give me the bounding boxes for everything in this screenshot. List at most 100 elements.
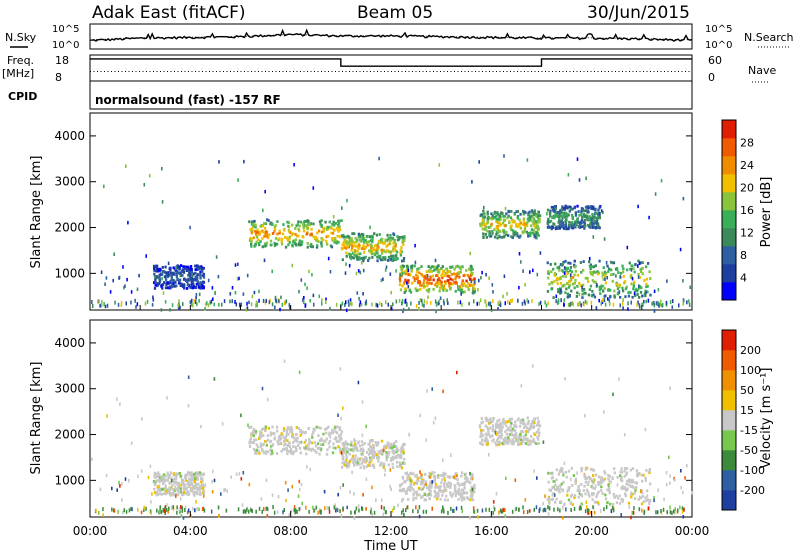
velocity-cell bbox=[406, 505, 409, 510]
power-cell bbox=[531, 214, 534, 218]
power-cell bbox=[145, 254, 147, 258]
velocity-cell bbox=[515, 439, 518, 443]
power-cell bbox=[604, 302, 607, 307]
power-cell bbox=[234, 299, 236, 304]
power-cell bbox=[441, 276, 444, 280]
velocity-cell bbox=[453, 488, 457, 491]
power-cell bbox=[315, 245, 319, 249]
power-cell bbox=[578, 178, 581, 182]
power-cell bbox=[426, 300, 428, 305]
velocity-cell bbox=[316, 447, 320, 450]
power-cell bbox=[469, 251, 471, 256]
velocity-cell bbox=[259, 445, 262, 448]
power-cell bbox=[493, 216, 496, 220]
power-cell bbox=[214, 290, 216, 295]
velocity-cell bbox=[298, 487, 301, 492]
velocity-cell bbox=[391, 455, 395, 459]
velocity-cell bbox=[254, 431, 257, 435]
velocity-cell bbox=[478, 424, 482, 427]
power-cell bbox=[498, 214, 501, 218]
velocity-cell bbox=[554, 500, 557, 504]
velocity-cell bbox=[464, 477, 467, 480]
power-cell bbox=[576, 157, 579, 161]
velocity-cell bbox=[429, 475, 432, 479]
velocity-cell bbox=[426, 389, 428, 393]
power-cell bbox=[606, 264, 609, 268]
velocity-cell bbox=[176, 472, 179, 476]
velocity-cell bbox=[403, 462, 406, 465]
velocity-cell bbox=[189, 487, 193, 491]
velocity-cell bbox=[641, 508, 643, 513]
velocity-cell bbox=[321, 438, 324, 442]
power-cell bbox=[562, 206, 565, 210]
power-cell bbox=[345, 235, 348, 239]
velocity-cell bbox=[558, 470, 561, 474]
colorbar-tick-label: -100 bbox=[740, 464, 765, 477]
velocity-cell bbox=[691, 491, 694, 495]
velocity-cell bbox=[243, 509, 245, 514]
power-cell bbox=[331, 231, 335, 235]
power-cell bbox=[482, 209, 485, 213]
velocity-cell bbox=[412, 493, 415, 497]
velocity-cell bbox=[164, 484, 167, 488]
power-cell bbox=[271, 269, 273, 274]
velocity-cell bbox=[424, 480, 428, 484]
power-cell bbox=[551, 281, 554, 285]
power-cell bbox=[586, 300, 588, 305]
power-cell bbox=[403, 291, 406, 294]
power-cell bbox=[490, 222, 493, 226]
power-cell bbox=[602, 210, 604, 215]
velocity-cell bbox=[346, 465, 349, 469]
velocity-cell bbox=[407, 486, 410, 489]
velocity-cell bbox=[265, 443, 268, 447]
velocity-cell bbox=[172, 488, 175, 492]
colorbar-swatch bbox=[722, 410, 736, 431]
power-cell bbox=[380, 258, 383, 262]
power-cell bbox=[223, 299, 226, 304]
power-cell bbox=[611, 279, 614, 283]
velocity-cell bbox=[526, 510, 529, 514]
velocity-cell bbox=[660, 509, 662, 513]
power-cell bbox=[592, 235, 595, 239]
velocity-cell bbox=[601, 492, 604, 495]
velocity-cell bbox=[186, 490, 189, 493]
velocity-cell bbox=[290, 509, 293, 513]
power-cell bbox=[389, 272, 392, 276]
velocity-cell bbox=[641, 491, 644, 495]
velocity-cell bbox=[625, 482, 628, 486]
power-cell bbox=[609, 273, 613, 277]
velocity-cell bbox=[533, 417, 537, 421]
velocity-cell bbox=[403, 487, 406, 492]
power-cell bbox=[252, 236, 255, 240]
power-cell bbox=[532, 222, 535, 225]
velocity-cell bbox=[602, 478, 605, 482]
velocity-cell bbox=[476, 508, 479, 513]
velocity-cell bbox=[556, 486, 559, 489]
power-cell bbox=[410, 269, 413, 273]
velocity-cell bbox=[537, 427, 540, 431]
velocity-cell bbox=[211, 490, 214, 494]
velocity-cell bbox=[597, 483, 600, 486]
velocity-cell bbox=[248, 426, 251, 429]
power-cell bbox=[655, 301, 658, 306]
velocity-cell bbox=[620, 476, 623, 480]
power-cell bbox=[451, 278, 454, 282]
power-cell bbox=[170, 277, 173, 280]
power-cell bbox=[454, 265, 458, 269]
velocity-cell bbox=[167, 509, 169, 514]
power-cell bbox=[358, 257, 361, 261]
power-cell bbox=[604, 281, 608, 285]
power-cell bbox=[234, 291, 237, 295]
velocity-cell bbox=[384, 473, 386, 477]
velocity-cell bbox=[270, 444, 273, 448]
velocity-cell bbox=[331, 428, 334, 432]
power-cell bbox=[449, 282, 452, 285]
velocity-cell bbox=[270, 449, 273, 453]
power-cell bbox=[616, 292, 619, 296]
velocity-cell bbox=[374, 441, 377, 444]
velocity-cell bbox=[295, 426, 298, 429]
freq-tick-top: 18 bbox=[55, 54, 69, 67]
power-cell bbox=[496, 236, 499, 240]
velocity-cell bbox=[173, 489, 176, 493]
velocity-cell bbox=[492, 500, 495, 504]
